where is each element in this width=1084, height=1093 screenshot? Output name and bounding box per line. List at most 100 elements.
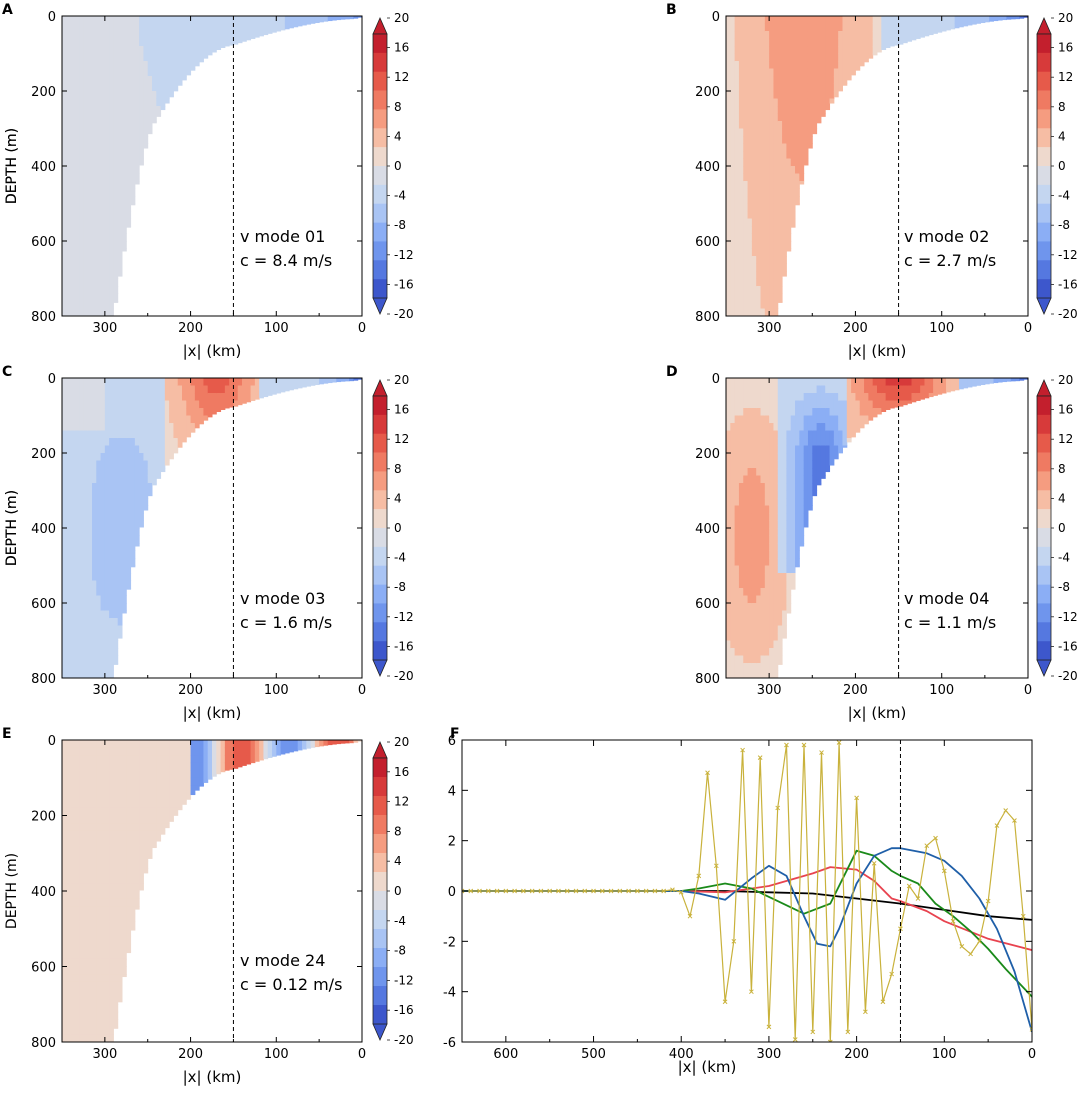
heatmap-cell	[734, 46, 740, 54]
heatmap-cell	[92, 248, 97, 257]
heatmap-cell	[229, 762, 234, 770]
heatmap-cell	[96, 996, 102, 1005]
heatmap-cell	[250, 16, 256, 24]
heatmap-cell	[756, 38, 762, 47]
heatmap-cell	[74, 121, 80, 129]
heatmap-cell	[782, 68, 787, 77]
heatmap-cell	[160, 792, 166, 801]
heatmap-cell	[833, 68, 839, 77]
heatmap-cell	[182, 792, 187, 801]
heatmap-cell	[812, 468, 818, 476]
heatmap-cell	[786, 106, 792, 114]
heatmap-cell	[66, 883, 72, 892]
heatmap-cell	[164, 98, 170, 104]
heatmap-cell	[786, 603, 792, 611]
heatmap-cell	[122, 121, 127, 129]
heatmap-cell	[747, 603, 753, 611]
heatmap-cell	[816, 38, 822, 47]
heatmap-cell	[726, 181, 731, 189]
heatmap-cell	[760, 301, 766, 309]
heatmap-cell	[747, 248, 753, 257]
heatmap-cell	[96, 800, 102, 809]
heatmap-cell	[156, 475, 162, 479]
heatmap-cell	[147, 76, 153, 84]
heatmap-cell	[109, 248, 114, 257]
heatmap-cell	[96, 663, 102, 671]
heatmap-cell	[113, 211, 119, 219]
heatmap-cell	[143, 76, 149, 84]
heatmap-cell	[113, 498, 119, 506]
heatmap-cell	[237, 393, 243, 401]
heatmap-cell	[730, 211, 736, 219]
heatmap-cell	[130, 823, 136, 832]
heatmap-cell	[109, 98, 114, 107]
heatmap-cell	[790, 98, 796, 107]
heatmap-cell	[751, 505, 757, 514]
heatmap-cell	[782, 408, 787, 416]
heatmap-cell	[777, 565, 783, 574]
heatmap-cell	[756, 655, 762, 664]
heatmap-cell	[117, 203, 123, 212]
heatmap-cell	[62, 550, 67, 559]
heatmap-cell	[881, 408, 887, 413]
heatmap-cell	[79, 648, 84, 656]
heatmap-cell	[126, 106, 132, 114]
heatmap-cell	[87, 670, 93, 679]
heatmap-cell	[79, 226, 84, 234]
heatmap-cell	[87, 603, 93, 611]
heatmap-cell	[100, 271, 106, 279]
heatmap-cell	[233, 740, 239, 749]
heatmap-cell	[769, 468, 774, 476]
heatmap-cell	[62, 853, 67, 862]
heatmap-cell	[790, 46, 796, 54]
heatmap-cell	[79, 423, 84, 431]
heatmap-cell	[92, 445, 97, 454]
heatmap-cell	[100, 151, 106, 159]
heatmap-cell	[117, 875, 123, 884]
heatmap-cell	[846, 385, 852, 394]
heatmap-cell	[62, 625, 67, 634]
heatmap-cell	[122, 543, 127, 551]
heatmap-cell	[203, 46, 209, 54]
heatmap-cell	[122, 445, 127, 454]
heatmap-cell	[74, 286, 80, 294]
heatmap-cell	[220, 38, 226, 47]
heatmap-cell	[70, 1019, 76, 1028]
heatmap-cell	[66, 603, 72, 611]
heatmap-cell	[74, 196, 80, 204]
heatmap-cell	[92, 966, 97, 975]
colorbar-swatch	[373, 260, 387, 280]
heatmap-cell	[92, 483, 97, 491]
heatmap-cell	[773, 565, 779, 574]
heatmap-cell	[122, 595, 127, 604]
heatmap-cell	[74, 475, 80, 484]
colorbar-swatch	[373, 90, 387, 110]
heatmap-cell	[66, 913, 72, 922]
heatmap-cell	[113, 655, 119, 664]
heatmap-cell	[92, 460, 97, 469]
heatmap-cell	[795, 438, 800, 446]
heatmap-cell	[83, 1004, 89, 1013]
heatmap-cell	[147, 38, 153, 47]
heatmap-cell	[100, 490, 106, 499]
heatmap-cell	[1002, 16, 1007, 21]
heatmap-cell	[126, 415, 132, 424]
heatmap-cell	[83, 181, 89, 189]
heatmap-cell	[117, 158, 123, 167]
heatmap-cell	[747, 453, 753, 461]
heatmap-cell	[104, 800, 110, 809]
heatmap-cell	[74, 777, 80, 786]
heatmap-cell	[87, 400, 93, 409]
heatmap-cell	[872, 53, 878, 56]
heatmap-cell	[199, 31, 204, 39]
heatmap-cell	[743, 513, 749, 521]
heatmap-cell	[730, 61, 736, 69]
heatmap-cell	[738, 31, 744, 39]
heatmap-cell	[139, 875, 144, 884]
heatmap-cell	[66, 483, 72, 491]
heatmap-cell	[96, 301, 102, 309]
heatmap-cell	[825, 378, 831, 386]
heatmap-cell	[764, 460, 770, 469]
x-axis-label: |x| (km)	[848, 342, 907, 360]
